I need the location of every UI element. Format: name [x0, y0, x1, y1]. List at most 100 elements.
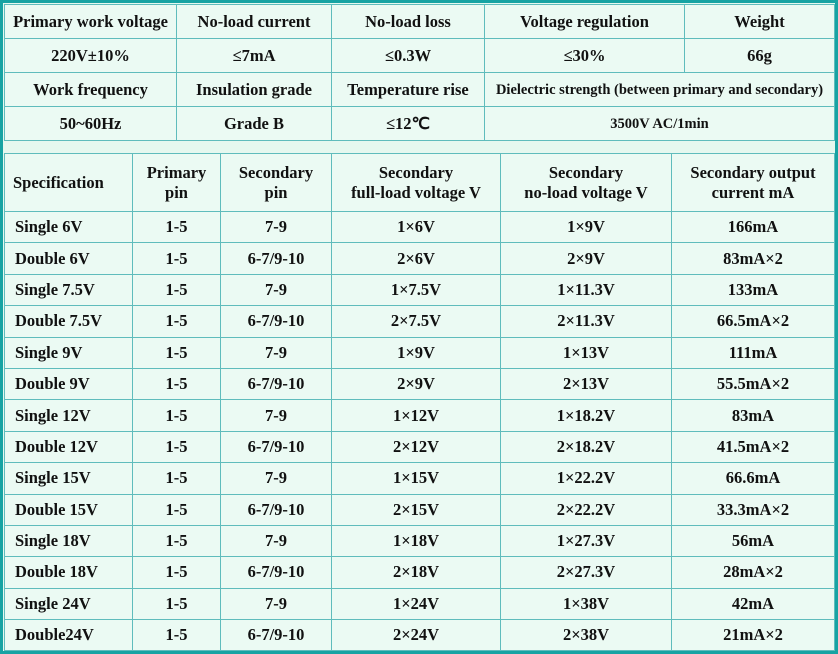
summary-value: 66g	[684, 38, 835, 73]
spec-cell: 2×27.3V	[500, 556, 672, 589]
spec-cell: 1-5	[132, 524, 221, 558]
spec-cell: 21mA×2	[671, 619, 835, 652]
summary-value: Grade B	[176, 106, 332, 141]
spec-cell: 2×6V	[331, 242, 501, 275]
spec-cell: 2×15V	[331, 493, 501, 526]
spec-cell: 1-5	[132, 587, 221, 621]
spec-row: Single 18V 1-5 7-9 1×18V 1×27.3V 56mA	[4, 524, 835, 558]
spec-cell: 7-9	[220, 462, 332, 495]
spec-cell: 6-7/9-10	[220, 305, 332, 338]
spec-cell: 1×6V	[331, 210, 501, 244]
spec-cell: 2×11.3V	[500, 305, 672, 338]
spec-cell: 7-9	[220, 524, 332, 558]
summary-row: 220V±10% ≤7mA ≤0.3W ≤30% 66g	[4, 38, 835, 73]
spec-cell: 42mA	[671, 587, 835, 621]
spec-cell: 1-5	[132, 305, 221, 338]
spec-cell: 28mA×2	[671, 556, 835, 589]
summary-value: ≤7mA	[176, 38, 332, 73]
spec-row: Single 24V 1-5 7-9 1×24V 1×38V 42mA	[4, 587, 835, 621]
spec-row: Double 9V 1-5 6-7/9-10 2×9V 2×13V 55.5mA×2	[4, 367, 835, 401]
spec-cell: 1×18V	[331, 524, 501, 558]
spec-cell: 1-5	[132, 367, 221, 401]
spacer	[4, 141, 834, 153]
column-header: Specification	[4, 153, 133, 212]
summary-label: Dielectric strength (between primary and…	[484, 72, 835, 107]
spec-cell: 2×7.5V	[331, 305, 501, 338]
spec-name: Single 7.5V	[4, 273, 133, 307]
spec-cell: 2×12V	[331, 430, 501, 464]
spec-cell: 6-7/9-10	[220, 493, 332, 526]
summary-value: 50~60Hz	[4, 106, 177, 141]
spec-row: Double 15V 1-5 6-7/9-10 2×15V 2×22.2V 33.3mA×…	[4, 493, 835, 526]
spec-cell: 55.5mA×2	[671, 367, 835, 401]
spec-cell: 2×18V	[331, 556, 501, 589]
column-header: Primary pin	[132, 153, 221, 212]
spec-row: Double24V 1-5 6-7/9-10 2×24V 2×38V 21mA×2	[4, 619, 835, 652]
summary-label: Weight	[684, 4, 835, 39]
spec-cell: 7-9	[220, 399, 332, 432]
summary-label: No-load current	[176, 4, 332, 39]
spec-cell: 1-5	[132, 273, 221, 307]
summary-row: Primary work voltage No-load current No-lo…	[4, 4, 835, 39]
spec-name: Single 24V	[4, 587, 133, 621]
spec-cell: 1-5	[132, 210, 221, 244]
spec-cell: 1×9V	[500, 210, 672, 244]
column-header: Secondary output current mA	[671, 153, 835, 212]
spec-cell: 1-5	[132, 242, 221, 275]
spec-name: Double 18V	[4, 556, 133, 589]
spec-row: Single 12V 1-5 7-9 1×12V 1×18.2V 83mA	[4, 399, 835, 432]
spec-row: Single 15V 1-5 7-9 1×15V 1×22.2V 66.6mA	[4, 462, 835, 495]
spec-cell: 1×11.3V	[500, 273, 672, 307]
spec-name: Single 9V	[4, 336, 133, 369]
spec-row: Double 12V 1-5 6-7/9-10 2×12V 2×18.2V 41.5mA×…	[4, 430, 835, 464]
spec-cell: 6-7/9-10	[220, 556, 332, 589]
summary-value: ≤30%	[484, 38, 685, 73]
spec-row: Double 18V 1-5 6-7/9-10 2×18V 2×27.3V 28mA×2	[4, 556, 835, 589]
summary-value: 3500V AC/1min	[484, 106, 835, 141]
spec-cell: 1×22.2V	[500, 462, 672, 495]
spec-row: Single 6V 1-5 7-9 1×6V 1×9V 166mA	[4, 210, 835, 244]
spec-cell: 133mA	[671, 273, 835, 307]
spec-cell: 1×27.3V	[500, 524, 672, 558]
summary-label: No-load loss	[331, 4, 485, 39]
spec-cell: 1×13V	[500, 336, 672, 369]
spec-cell: 1-5	[132, 619, 221, 652]
spec-cell: 1-5	[132, 462, 221, 495]
summary-row: 50~60Hz Grade B ≤12℃ 3500V AC/1min	[4, 106, 835, 141]
spec-cell: 83mA	[671, 399, 835, 432]
spec-cell: 7-9	[220, 587, 332, 621]
spec-name: Single 12V	[4, 399, 133, 432]
summary-label: Insulation grade	[176, 72, 332, 107]
spec-cell: 2×9V	[331, 367, 501, 401]
spec-cell: 7-9	[220, 273, 332, 307]
spec-cell: 66.6mA	[671, 462, 835, 495]
spec-cell: 33.3mA×2	[671, 493, 835, 526]
summary-value: ≤12℃	[331, 106, 485, 141]
spec-name: Double24V	[4, 619, 133, 652]
spec-cell: 1×24V	[331, 587, 501, 621]
spec-cell: 1-5	[132, 430, 221, 464]
column-header: Secondary pin	[220, 153, 332, 212]
spec-cell: 1×38V	[500, 587, 672, 621]
spec-cell: 7-9	[220, 336, 332, 369]
spec-cell: 2×22.2V	[500, 493, 672, 526]
summary-label: Voltage regulation	[484, 4, 685, 39]
summary-table: Primary work voltage No-load current No-lo…	[4, 4, 835, 141]
spec-name: Double 15V	[4, 493, 133, 526]
spec-cell: 66.5mA×2	[671, 305, 835, 338]
spec-name: Double 9V	[4, 367, 133, 401]
spec-cell: 2×9V	[500, 242, 672, 275]
spec-name: Double 7.5V	[4, 305, 133, 338]
spec-cell: 83mA×2	[671, 242, 835, 275]
summary-label: Temperature rise	[331, 72, 485, 107]
summary-row: Work frequency Insulation grade Temperatur…	[4, 72, 835, 107]
spec-cell: 1-5	[132, 399, 221, 432]
spec-cell: 1×15V	[331, 462, 501, 495]
specification-table: Specification Primary pin Secondary pin Sec…	[4, 153, 835, 652]
spec-cell: 6-7/9-10	[220, 619, 332, 652]
spec-name: Single 6V	[4, 210, 133, 244]
spec-cell: 1×7.5V	[331, 273, 501, 307]
spec-row: Double 7.5V 1-5 6-7/9-10 2×7.5V 2×11.3V 66.5m…	[4, 305, 835, 338]
spec-row: Single 9V 1-5 7-9 1×9V 1×13V 111mA	[4, 336, 835, 369]
